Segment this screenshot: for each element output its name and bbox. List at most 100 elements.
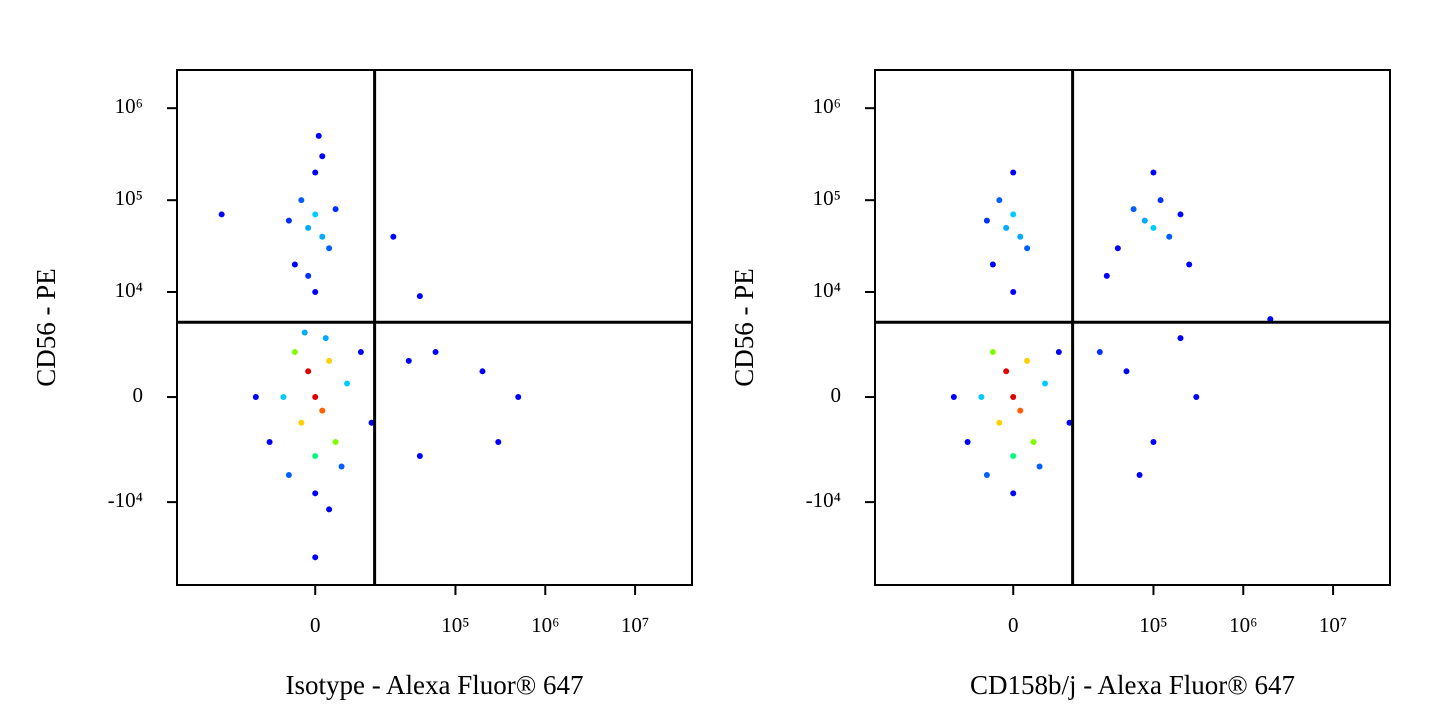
event-dot	[1157, 197, 1164, 204]
event-dot	[1267, 316, 1274, 323]
x-tick-label: 0	[310, 613, 321, 637]
y-tick-label: 0	[831, 383, 842, 407]
x-tick-label: 10⁶	[1229, 613, 1257, 637]
event-dot	[1150, 169, 1157, 176]
event-dot	[989, 349, 996, 356]
event-dot	[319, 153, 326, 160]
event-dot	[978, 394, 985, 401]
event-dot	[326, 357, 333, 364]
event-dot	[218, 211, 225, 218]
event-dot	[285, 472, 292, 479]
event-dot	[983, 217, 990, 224]
event-dot	[1010, 394, 1017, 401]
event-dot	[1010, 452, 1017, 459]
event-dot	[495, 439, 502, 446]
event-dot	[312, 554, 319, 561]
event-dot	[1017, 233, 1024, 240]
x-tick-label: 10⁷	[621, 613, 649, 637]
event-dot	[298, 419, 305, 426]
y-tick-label: 10⁴	[813, 278, 841, 302]
event-dot	[1130, 206, 1137, 213]
event-dot	[315, 132, 322, 139]
y-tick-label: 10⁶	[813, 94, 841, 118]
x-axis-label: CD158b/j - Alexa Fluor® 647	[970, 670, 1295, 700]
event-dot	[416, 293, 423, 300]
event-dot	[332, 439, 339, 446]
event-dot	[983, 472, 990, 479]
event-dot	[326, 245, 333, 252]
event-dot	[1010, 169, 1017, 176]
event-dot	[1114, 245, 1121, 252]
event-dot	[390, 233, 397, 240]
y-tick-label: -10⁴	[806, 488, 841, 512]
event-dot	[515, 394, 522, 401]
x-tick-label: 10⁷	[1319, 613, 1347, 637]
event-dot	[1186, 261, 1193, 268]
event-dot	[1141, 217, 1148, 224]
x-tick-label: 10⁵	[441, 613, 469, 637]
event-dot	[266, 439, 273, 446]
event-dot	[405, 357, 412, 364]
event-dot	[1103, 272, 1110, 279]
event-dot	[1150, 439, 1157, 446]
event-dot	[312, 288, 319, 295]
event-dot	[1136, 472, 1143, 479]
event-dot	[332, 206, 339, 213]
event-dot	[322, 335, 329, 342]
event-dot	[1003, 368, 1010, 375]
event-dot	[1030, 439, 1037, 446]
event-dot	[1010, 288, 1017, 295]
event-dot	[1177, 335, 1184, 342]
event-dot	[326, 506, 333, 513]
event-dot	[964, 439, 971, 446]
event-dot	[291, 261, 298, 268]
event-dot	[1123, 368, 1130, 375]
event-dot	[338, 463, 345, 470]
event-dot	[305, 368, 312, 375]
event-dot	[996, 197, 1003, 204]
event-dot	[305, 224, 312, 231]
plot-frame	[874, 69, 1391, 586]
event-dot	[1150, 224, 1157, 231]
event-dot	[1003, 224, 1010, 231]
event-dot	[319, 233, 326, 240]
event-dot	[312, 452, 319, 459]
event-dot	[312, 394, 319, 401]
event-dot	[368, 419, 375, 426]
event-dot	[1010, 211, 1017, 218]
y-axis-label: CD56 - PE	[31, 268, 61, 387]
y-tick-label: 0	[133, 383, 144, 407]
event-dot	[252, 394, 259, 401]
event-dot	[1036, 463, 1043, 470]
event-dot	[298, 197, 305, 204]
y-tick-label: -10⁴	[108, 488, 143, 512]
event-dot	[432, 349, 439, 356]
event-dot	[357, 349, 364, 356]
event-dot	[1010, 490, 1017, 497]
event-dot	[1096, 349, 1103, 356]
event-dot	[1017, 407, 1024, 414]
y-tick-label: 10⁵	[813, 186, 841, 210]
event-dot	[312, 490, 319, 497]
event-dot	[1055, 349, 1062, 356]
y-tick-label: 10⁴	[115, 278, 143, 302]
event-dot	[989, 261, 996, 268]
event-dot	[285, 217, 292, 224]
plot-frame	[176, 69, 693, 586]
event-dot	[291, 349, 298, 356]
event-dot	[305, 272, 312, 279]
event-dot	[479, 368, 486, 375]
event-dot	[950, 394, 957, 401]
y-axis-label: CD56 - PE	[729, 268, 759, 387]
event-dot	[1177, 211, 1184, 218]
event-dot	[416, 452, 423, 459]
event-dot	[1166, 233, 1173, 240]
event-dot	[344, 380, 351, 387]
x-tick-label: 10⁶	[531, 613, 559, 637]
event-dot	[312, 169, 319, 176]
x-tick-label: 0	[1008, 613, 1019, 637]
event-dot	[1024, 357, 1031, 364]
x-axis-label: Isotype - Alexa Fluor® 647	[286, 670, 584, 700]
event-dot	[1193, 394, 1200, 401]
